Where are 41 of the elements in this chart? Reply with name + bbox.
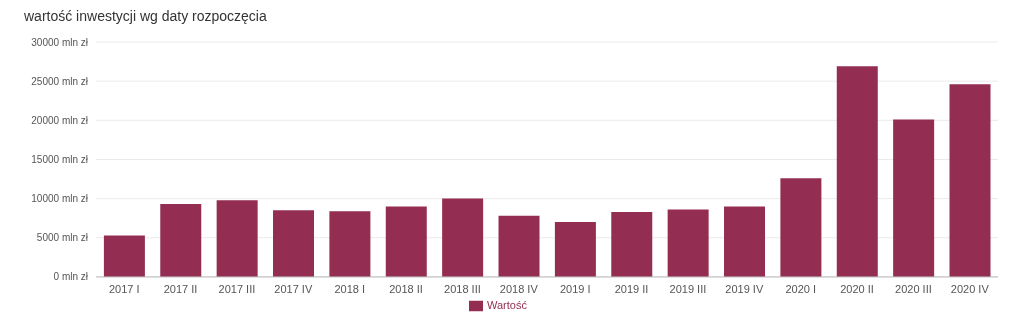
- x-tick-label: 2018 II: [389, 282, 423, 295]
- bar: [103, 235, 145, 277]
- bar: [273, 210, 315, 277]
- y-tick-label: 15000 mln zł: [31, 154, 89, 165]
- chart-title: wartość inwestycji wg daty rozpoczęcia: [24, 8, 268, 26]
- y-tick-label: 10000 mln zł: [31, 193, 89, 205]
- bar: [442, 198, 484, 277]
- bar: [385, 206, 427, 277]
- x-tick-label: 2017 IV: [274, 282, 313, 295]
- y-tick-label: 25000 mln zł: [31, 75, 89, 87]
- x-tick-label: 2020 III: [895, 282, 932, 295]
- x-tick-label: 2018 I: [334, 282, 365, 295]
- x-tick-label: 2019 I: [559, 282, 591, 295]
- x-tick-label: 2018 IV: [499, 282, 539, 295]
- bar: [160, 204, 202, 277]
- bar: [498, 215, 540, 277]
- legend-label: Wartość: [487, 298, 527, 311]
- bar: [554, 222, 596, 277]
- y-tick-label: 30000 mln zł: [31, 36, 89, 48]
- bar: [949, 84, 991, 277]
- x-tick-label: 2020 I: [785, 282, 816, 295]
- y-tick-label: 5000 mln zł: [36, 232, 89, 244]
- bar: [836, 66, 878, 277]
- x-tick-label: 2019 IV: [725, 282, 764, 295]
- bar: [780, 178, 822, 277]
- bar: [329, 211, 371, 277]
- x-tick-label: 2020 II: [840, 282, 874, 295]
- bar: [893, 119, 935, 277]
- x-tick-label: 2019 III: [669, 282, 707, 295]
- bar: [611, 211, 653, 277]
- x-tick-label: 2017 I: [108, 282, 140, 295]
- x-tick-label: 2018 III: [444, 282, 481, 295]
- x-tick-label: 2020 IV: [950, 282, 990, 295]
- x-tick-label: 2017 II: [163, 282, 198, 295]
- bar: [724, 206, 766, 277]
- bar: [667, 209, 709, 277]
- bar: [216, 200, 258, 277]
- x-tick-label: 2019 II: [614, 282, 649, 295]
- y-tick-label: 0 mln zł: [53, 271, 89, 283]
- y-tick-label: 20000 mln zł: [31, 114, 89, 126]
- x-tick-label: 2017 III: [218, 282, 256, 295]
